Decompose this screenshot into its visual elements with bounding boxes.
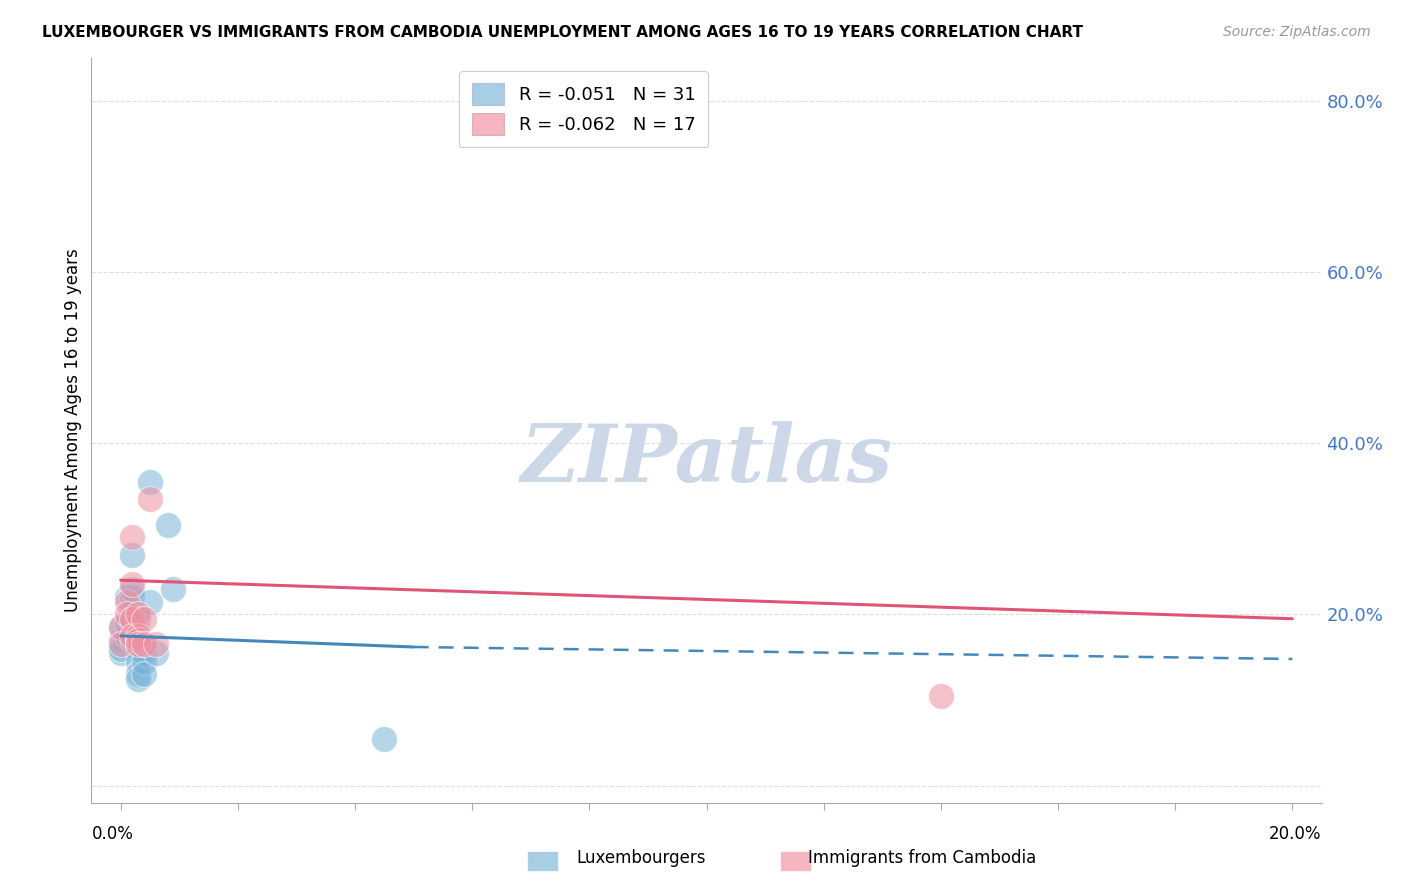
Point [110,633,132,648]
Point [132,667,155,681]
Point [156,517,179,532]
Point [121,612,143,626]
Point [162,582,184,596]
Text: 20.0%: 20.0% [1270,825,1322,843]
Point [110,646,132,660]
Point [132,612,155,626]
Point [145,637,167,651]
Text: ZIPatlas: ZIPatlas [520,421,893,499]
Point [110,620,132,634]
Point [127,629,149,643]
Point [127,607,149,622]
Point [132,646,155,660]
Point [127,633,149,648]
Point [132,655,155,669]
Point [110,641,132,656]
Point [115,594,138,608]
Point [127,637,149,651]
Point [121,629,143,643]
Point [373,731,395,746]
Text: Source: ZipAtlas.com: Source: ZipAtlas.com [1223,25,1371,39]
Point [127,637,149,651]
Point [121,612,143,626]
Point [127,641,149,656]
Point [121,577,143,591]
Text: Immigrants from Cambodia: Immigrants from Cambodia [808,849,1036,867]
Point [115,615,138,630]
Point [127,672,149,686]
Point [115,591,138,605]
Point [121,530,143,544]
Point [127,655,149,669]
Point [121,548,143,562]
Text: LUXEMBOURGER VS IMMIGRANTS FROM CAMBODIA UNEMPLOYMENT AMONG AGES 16 TO 19 YEARS : LUXEMBOURGER VS IMMIGRANTS FROM CAMBODIA… [42,25,1083,40]
Point [127,667,149,681]
Y-axis label: Unemployment Among Ages 16 to 19 years: Unemployment Among Ages 16 to 19 years [63,249,82,612]
Point [132,637,155,651]
Point [139,491,162,506]
Point [110,620,132,634]
Point [115,607,138,622]
Point [110,637,132,651]
Text: 0.0%: 0.0% [91,825,134,843]
Point [929,689,952,703]
Point [115,629,138,643]
Text: Luxembourgers: Luxembourgers [576,849,706,867]
Point [121,582,143,596]
Point [121,591,143,605]
Point [145,646,167,660]
Point [121,633,143,648]
Point [139,475,162,489]
Point [121,629,143,643]
Legend: R = -0.051   N = 31, R = -0.062   N = 17: R = -0.051 N = 31, R = -0.062 N = 17 [458,70,709,147]
Point [127,612,149,626]
Point [127,629,149,643]
Point [127,633,149,648]
Point [139,594,162,608]
Point [132,637,155,651]
